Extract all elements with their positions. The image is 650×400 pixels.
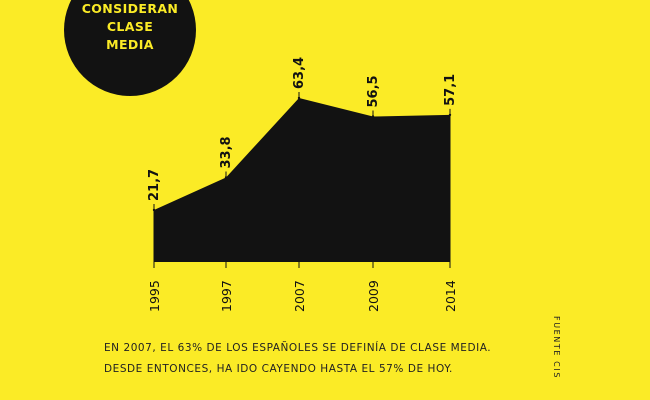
badge-line: MEDIA bbox=[106, 37, 154, 52]
data-point bbox=[224, 176, 228, 179]
data-point bbox=[297, 96, 301, 100]
x-tick-label: 1995 bbox=[147, 280, 162, 312]
data-label: 63,4 bbox=[292, 57, 307, 89]
badge-label: CONSIDERAN CLASE MEDIA bbox=[64, 0, 196, 54]
source-note: FUENTE CIS bbox=[552, 316, 561, 380]
x-tick-label: 2009 bbox=[366, 280, 381, 312]
caption-line: EN 2007, EL 63% DE LOS ESPAÑOLES SE DEFI… bbox=[104, 342, 492, 354]
x-tick-label: 2014 bbox=[443, 280, 458, 312]
data-point bbox=[152, 208, 156, 212]
data-point bbox=[448, 113, 452, 117]
data-label: 21,7 bbox=[147, 169, 162, 201]
data-label: 33,8 bbox=[219, 136, 234, 168]
x-tick-label: 1997 bbox=[219, 280, 234, 312]
data-label: 57,1 bbox=[443, 74, 458, 106]
data-point bbox=[371, 115, 375, 118]
badge-line: CLASE bbox=[106, 19, 154, 34]
area-series bbox=[154, 98, 450, 262]
caption-line: DESDE ENTONCES, HA IDO CAYENDO HASTA EL … bbox=[104, 363, 453, 375]
data-label: 56,5 bbox=[366, 75, 381, 107]
chart-caption: EN 2007, EL 63% DE LOS ESPAÑOLES SE DEFI… bbox=[104, 338, 491, 380]
x-tick-label: 2007 bbox=[292, 280, 307, 312]
badge-line: CONSIDERAN bbox=[81, 1, 179, 16]
